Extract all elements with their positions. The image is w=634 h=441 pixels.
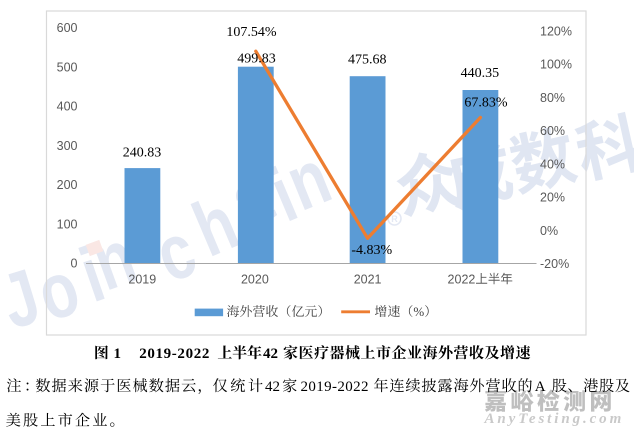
svg-text:400: 400: [57, 100, 78, 114]
svg-text:2020: 2020: [241, 272, 269, 286]
svg-text:%: %: [413, 304, 424, 319]
svg-text:200: 200: [57, 178, 78, 192]
svg-text:500: 500: [57, 60, 78, 74]
svg-text:67.83%: 67.83%: [464, 95, 508, 110]
svg-text:600: 600: [57, 21, 78, 35]
svg-text:80%: 80%: [540, 91, 565, 105]
svg-text:2021: 2021: [354, 272, 382, 286]
svg-text:499.83: 499.83: [237, 52, 276, 67]
svg-text:AnyTesting.com: AnyTesting.com: [484, 411, 625, 427]
svg-text:2019: 2019: [128, 272, 156, 286]
svg-text:0: 0: [71, 257, 78, 271]
svg-text:300: 300: [57, 139, 78, 153]
svg-text:R: R: [391, 214, 398, 224]
svg-text:42: 42: [265, 379, 280, 395]
svg-text:2022: 2022: [448, 272, 476, 286]
svg-text:107.54%: 107.54%: [226, 25, 277, 40]
svg-text:60%: 60%: [540, 124, 565, 138]
svg-text:120%: 120%: [540, 24, 572, 38]
svg-text:-4.83%: -4.83%: [351, 243, 392, 258]
svg-text:1: 1: [114, 346, 122, 362]
svg-text:100%: 100%: [540, 58, 572, 72]
svg-text:A: A: [535, 379, 546, 395]
svg-text:475.68: 475.68: [348, 52, 387, 67]
svg-text:42: 42: [263, 346, 278, 362]
svg-text:0%: 0%: [540, 224, 558, 238]
svg-text:20%: 20%: [540, 191, 565, 205]
svg-text:2019-2022: 2019-2022: [301, 379, 369, 395]
svg-text:440.35: 440.35: [461, 66, 500, 81]
svg-text:40%: 40%: [540, 157, 565, 171]
svg-text:2019-2022: 2019-2022: [139, 346, 210, 362]
svg-text:240.83: 240.83: [123, 145, 162, 160]
svg-text:-20%: -20%: [540, 257, 569, 271]
svg-text:100: 100: [57, 218, 78, 232]
